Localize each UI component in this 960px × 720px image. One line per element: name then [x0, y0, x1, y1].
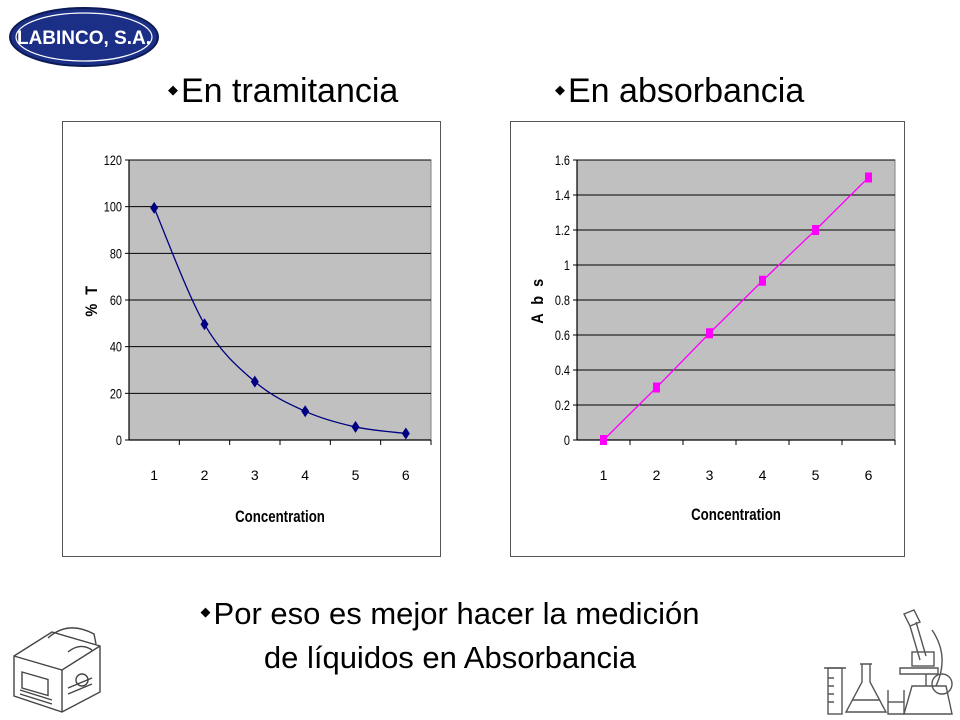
- y-tick-label: 0.8: [555, 293, 570, 309]
- data-point: [865, 172, 872, 183]
- x-tick-label: 1: [150, 467, 158, 483]
- transmittance-chart-svg: 0 20 40 60 80 100 120 1 2 3 4 5 6 Concentration % T: [83, 153, 432, 527]
- y-tick-label: 1.4: [555, 188, 570, 204]
- labinco-logo: LABINCO, S.A.: [9, 7, 159, 67]
- y-tick-label: 1.2: [555, 223, 570, 239]
- conclusion-text: ◆Por eso es mejor hacer la medición de l…: [140, 590, 760, 680]
- logo-text: LABINCO, S.A.: [17, 28, 151, 49]
- x-tick-label: 5: [812, 467, 820, 483]
- x-tick-label: 6: [402, 467, 410, 483]
- x-tick-label: 3: [706, 467, 714, 483]
- x-tick-label: 2: [201, 467, 209, 483]
- absorbance-chart: 0 0.2 0.4 0.6 0.8 1 1.2 1.4 1.6 1 2 3 4 5 6 Concentrati…: [510, 121, 905, 557]
- diamond-bullet-icon: ◆: [168, 82, 178, 97]
- heading-transmittance: ◆En tramitancia: [168, 72, 398, 111]
- x-tick-label: 3: [251, 467, 259, 483]
- data-point: [250, 375, 259, 388]
- y-tick-label: 80: [110, 246, 122, 262]
- x-tick-label: 4: [301, 467, 309, 483]
- conclusion-line-1: Por eso es mejor hacer la medición: [213, 596, 700, 631]
- data-point: [653, 382, 660, 393]
- diamond-bullet-icon: ◆: [200, 604, 211, 619]
- y-axis-title: % T: [83, 283, 101, 316]
- x-tick-label: 2: [653, 467, 661, 483]
- x-tick-label: 4: [759, 467, 767, 483]
- heading-absorbance: ◆En absorbancia: [555, 72, 804, 111]
- y-tick-label: 1.6: [555, 153, 570, 169]
- data-point: [401, 427, 410, 440]
- spectrophotometer-icon: [13, 627, 101, 713]
- data-point: [706, 328, 713, 339]
- transmittance-chart: 0 20 40 60 80 100 120 1 2 3 4 5 6 Concentration % T: [62, 121, 441, 557]
- data-point: [150, 201, 159, 214]
- diamond-bullet-icon: ◆: [555, 82, 565, 97]
- y-tick-label: 0.6: [555, 328, 570, 344]
- x-tick-label: 6: [865, 467, 873, 483]
- y-tick-label: 0: [564, 433, 570, 449]
- series-line: [603, 177, 869, 441]
- data-point: [200, 318, 209, 331]
- data-point: [600, 435, 607, 445]
- x-axis-title: Concentration: [235, 508, 325, 527]
- y-tick-label: 60: [110, 293, 122, 309]
- x-axis-title: Concentration: [691, 506, 781, 525]
- data-point: [301, 405, 310, 418]
- y-tick-label: 40: [110, 339, 122, 355]
- absorbance-chart-svg: 0 0.2 0.4 0.6 0.8 1 1.2 1.4 1.6 1 2 3 4 5 6 Concentrati…: [529, 153, 896, 525]
- y-tick-label: 1: [564, 258, 570, 274]
- data-point: [812, 225, 819, 235]
- data-point: [759, 275, 766, 286]
- conclusion-line-2: de líquidos en Absorbancia: [263, 640, 637, 675]
- y-tick-label: 0.2: [555, 398, 570, 414]
- lab-equipment-icon: [824, 609, 953, 715]
- y-tick-label: 0: [116, 433, 122, 449]
- y-tick-label: 100: [104, 199, 122, 215]
- x-tick-label: 5: [352, 467, 360, 483]
- y-tick-label: 20: [110, 386, 122, 402]
- heading-transmittance-text: En tramitancia: [181, 72, 399, 110]
- y-tick-label: 0.4: [555, 363, 570, 379]
- x-tick-label: 1: [600, 467, 608, 483]
- data-point: [351, 420, 360, 433]
- heading-absorbance-text: En absorbancia: [568, 72, 805, 110]
- y-axis-title: A b s: [529, 276, 547, 324]
- y-tick-label: 120: [104, 153, 122, 169]
